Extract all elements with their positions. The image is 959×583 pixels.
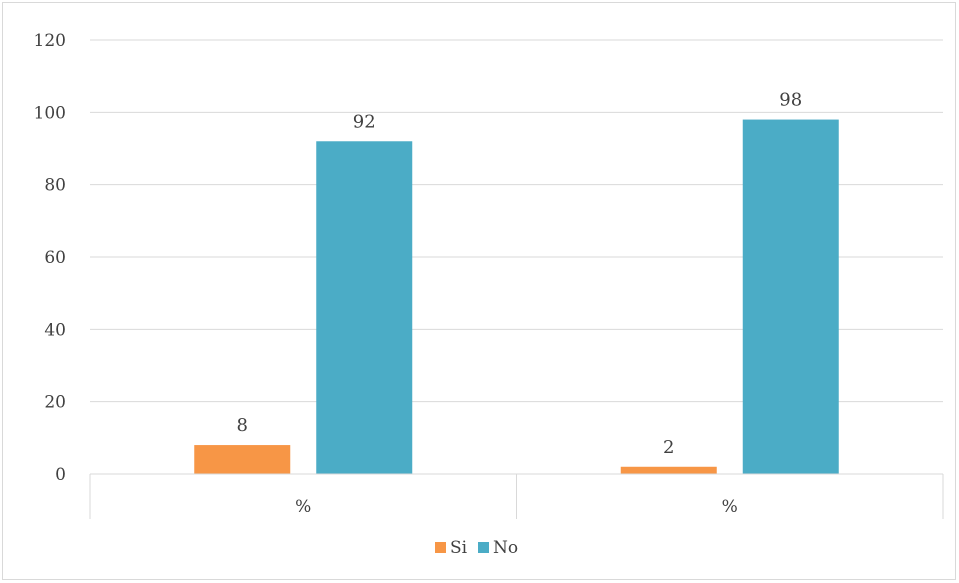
- category-label: %: [295, 497, 311, 517]
- legend-swatch-si: [435, 542, 446, 553]
- y-tick-label: 60: [44, 248, 66, 268]
- x-axis: [89, 473, 944, 519]
- data-label: 8: [237, 415, 248, 436]
- y-tick-label: 20: [44, 393, 66, 413]
- category-label: %: [722, 497, 738, 517]
- category-labels: %%: [295, 497, 738, 517]
- data-label: 2: [663, 437, 674, 458]
- y-tick-label: 0: [55, 465, 66, 485]
- data-label: 98: [779, 90, 802, 111]
- bar-no: [742, 119, 839, 475]
- y-tick-label: 120: [34, 31, 66, 51]
- data-label: 92: [353, 111, 376, 132]
- legend-swatch-no: [478, 542, 489, 553]
- y-tick-label: 40: [44, 320, 66, 340]
- y-axis-ticks: 0 20 40 60 80 100 120: [34, 31, 66, 485]
- bars: [194, 119, 839, 475]
- legend-label: No: [493, 538, 518, 558]
- bar-si: [194, 445, 291, 474]
- y-tick-label: 100: [34, 103, 66, 123]
- data-labels: 8 92 2 98: [237, 90, 803, 458]
- y-tick-label: 80: [44, 176, 66, 196]
- legend-label: Si: [450, 538, 468, 558]
- bar-no: [316, 141, 413, 474]
- legend: Si No: [435, 538, 518, 558]
- bar-si: [620, 466, 717, 474]
